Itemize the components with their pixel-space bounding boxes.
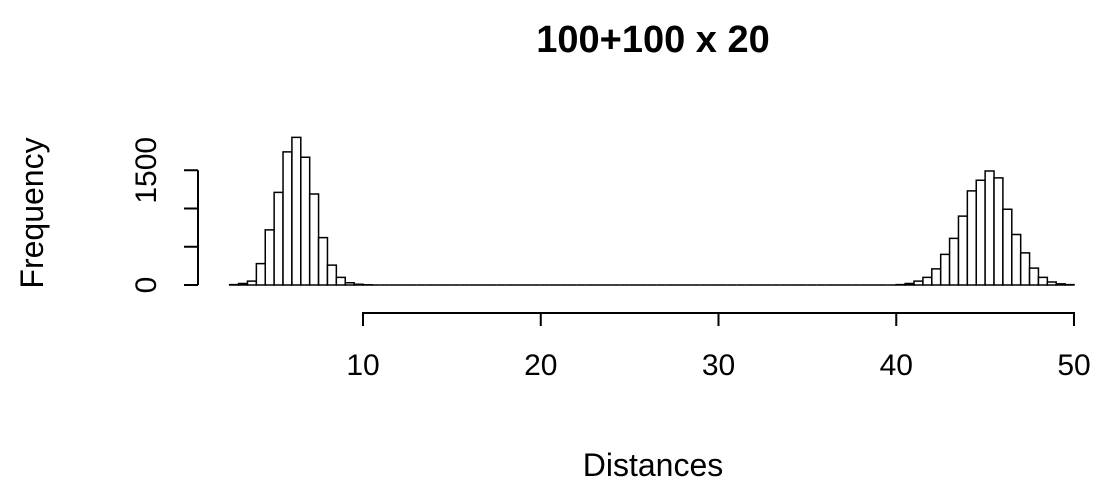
x-tick-label: 10: [346, 349, 379, 382]
bar: [1038, 277, 1047, 285]
y-axis-label: Frequency: [14, 137, 50, 288]
x-tick-label: 40: [880, 349, 913, 382]
bar: [283, 152, 292, 285]
bar: [247, 281, 256, 285]
bar: [1030, 268, 1039, 285]
bar: [310, 194, 319, 285]
bar: [1056, 284, 1065, 285]
bar: [265, 230, 274, 285]
bar: [292, 137, 301, 285]
x-tick-label: 20: [524, 349, 557, 382]
x-axis-label: Distances: [583, 447, 724, 479]
bar: [239, 283, 248, 285]
bar: [301, 157, 310, 285]
chart-title: 100+100 x 20: [536, 19, 770, 61]
bar: [354, 284, 363, 285]
bar: [967, 191, 976, 285]
bar: [985, 171, 994, 285]
bar: [1003, 209, 1012, 285]
bar: [958, 216, 967, 285]
bar: [994, 178, 1003, 285]
bar: [336, 277, 345, 285]
y-tick-label: 0: [130, 277, 163, 294]
y-tick-label: 1500: [130, 137, 163, 204]
bar: [274, 192, 283, 285]
bar: [345, 283, 354, 285]
bar: [976, 180, 985, 285]
bar: [905, 283, 914, 285]
bar: [923, 277, 932, 285]
bar: [932, 269, 941, 285]
bar: [327, 265, 336, 285]
bar: [914, 281, 923, 285]
bar: [1021, 253, 1030, 285]
bar: [1047, 282, 1056, 285]
x-tick-label: 30: [702, 349, 735, 382]
bar: [1012, 235, 1021, 285]
bar: [941, 254, 950, 285]
bar: [256, 264, 265, 285]
x-tick-label: 50: [1057, 349, 1090, 382]
bar: [319, 238, 328, 285]
bar: [950, 238, 959, 285]
